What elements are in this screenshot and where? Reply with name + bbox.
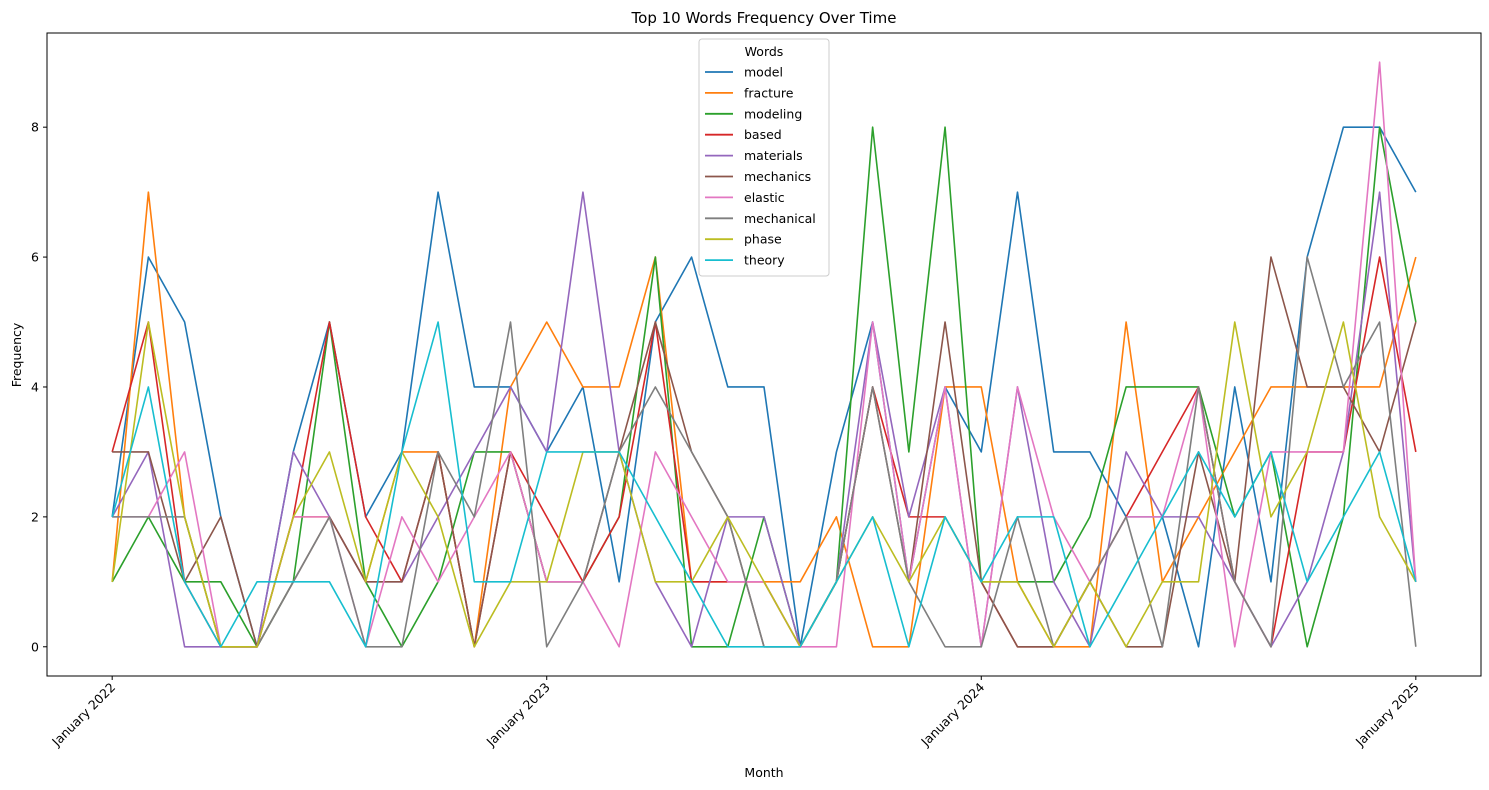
legend-box: [698, 38, 830, 277]
y-tick-label: 6: [31, 250, 39, 265]
legend-label-theory: theory: [744, 253, 785, 268]
legend-label-materials: materials: [744, 148, 803, 163]
series-line-mechanics: [112, 256, 1417, 648]
x-tick-label: January 2024: [917, 679, 987, 749]
y-tick-label: 2: [31, 509, 39, 524]
y-axis-label: Frequency: [9, 322, 24, 387]
x-axis: January 2022 January 2023 January 2024 Janu…: [48, 676, 1422, 750]
chart-title: Top 10 Words Frequency Over Time: [631, 9, 897, 27]
x-axis-label: Month: [744, 765, 783, 780]
series-line-mechanical: [112, 256, 1417, 648]
legend-label-fracture: fracture: [744, 85, 794, 100]
legend-label-model: model: [744, 65, 783, 80]
y-tick-label: 8: [31, 120, 39, 135]
legend: Words model fracture modeling based materials…: [698, 38, 830, 277]
y-axis: 0 2 4 6 8: [31, 120, 47, 654]
legend-label-mechanical: mechanical: [744, 211, 816, 226]
plot-lines: [111, 61, 1417, 648]
series-line-phase: [111, 321, 1417, 648]
legend-label-mechanics: mechanics: [744, 169, 811, 184]
plot-frame: [46, 32, 1482, 677]
x-tick-label: January 2025: [1352, 680, 1422, 750]
legend-label-based: based: [744, 127, 782, 142]
x-tick-label: January 2023: [483, 680, 553, 750]
legend-label-modeling: modeling: [744, 106, 802, 121]
series-line-based: [111, 256, 1417, 648]
legend-label-elastic: elastic: [744, 190, 785, 205]
x-tick-label: January 2022: [48, 680, 118, 750]
legend-title: Words: [745, 44, 784, 59]
legend-label-phase: phase: [744, 232, 782, 247]
y-tick-label: 0: [31, 639, 39, 654]
series-line-theory: [111, 321, 1417, 648]
y-tick-label: 4: [31, 379, 39, 394]
